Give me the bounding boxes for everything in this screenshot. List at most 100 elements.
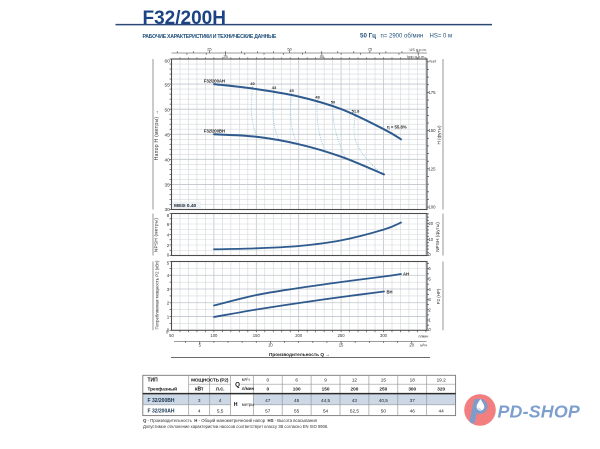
- svg-text:0: 0: [167, 253, 170, 258]
- svg-text:150: 150: [428, 128, 436, 133]
- svg-text:50: 50: [164, 107, 170, 113]
- svg-text:1: 1: [428, 318, 431, 323]
- svg-text:40: 40: [250, 81, 255, 86]
- svg-text:5: 5: [428, 277, 431, 282]
- svg-text:46: 46: [410, 409, 416, 414]
- svg-text:РАБОЧИЕ ХАРАКТЕРИСТИКИ И ТЕХНИ: РАБОЧИЕ ХАРАКТЕРИСТИКИ И ТЕХНИЧЕСКИЕ ДАН…: [143, 34, 277, 40]
- svg-text:40,5: 40,5: [379, 398, 389, 403]
- svg-text:0: 0: [428, 327, 431, 332]
- svg-text:200: 200: [295, 333, 303, 338]
- svg-text:47: 47: [265, 398, 271, 403]
- svg-text:0: 0: [266, 386, 269, 391]
- svg-text:Допустимое отклонение характер: Допустимое отклонение характеристик насо…: [143, 424, 328, 429]
- svg-text:320: 320: [437, 386, 445, 391]
- svg-text:54: 54: [323, 409, 329, 414]
- svg-text:Трехфазный: Трехфазный: [148, 385, 178, 391]
- svg-text:50: 50: [381, 409, 387, 414]
- svg-text:25: 25: [207, 46, 212, 51]
- svg-text:60: 60: [164, 59, 170, 65]
- svg-text:л.с.: л.с.: [216, 386, 225, 392]
- svg-text:45: 45: [164, 133, 170, 139]
- svg-text:75: 75: [368, 46, 373, 51]
- svg-text:19.2: 19.2: [437, 378, 447, 383]
- svg-text:5,5: 5,5: [217, 409, 224, 414]
- svg-text:NPSH (футы): NPSH (футы): [435, 222, 441, 252]
- svg-text:15: 15: [339, 342, 344, 347]
- svg-text:250: 250: [338, 333, 346, 338]
- svg-text:250: 250: [379, 386, 387, 391]
- svg-text:0: 0: [166, 329, 169, 334]
- svg-text:45: 45: [294, 398, 300, 403]
- svg-text:5: 5: [199, 342, 202, 347]
- svg-text:10: 10: [268, 342, 273, 347]
- svg-text:50: 50: [331, 99, 336, 104]
- svg-text:8: 8: [167, 213, 170, 218]
- svg-text:F32/200H: F32/200H: [143, 8, 226, 29]
- svg-text:МОЩНОСТЬ (P2): МОЩНОСТЬ (P2): [191, 378, 229, 383]
- svg-text:MEI≥ 0.40: MEI≥ 0.40: [174, 203, 197, 209]
- svg-text:55: 55: [164, 82, 170, 88]
- svg-text:Потребляемая мощность P2 (кВт): Потребляемая мощность P2 (кВт): [155, 260, 160, 330]
- svg-text:9: 9: [324, 378, 327, 383]
- svg-text:3: 3: [428, 297, 431, 302]
- svg-text:100: 100: [428, 205, 436, 210]
- svg-text:4: 4: [167, 232, 170, 237]
- svg-text:η = 55.8%: η = 55.8%: [387, 124, 407, 129]
- svg-text:F32/200AH: F32/200AH: [204, 79, 225, 84]
- svg-text:AH: AH: [403, 272, 409, 277]
- svg-text:P2 (HP): P2 (HP): [436, 288, 441, 304]
- svg-text:5: 5: [167, 261, 170, 266]
- svg-text:Q: Q: [235, 382, 240, 389]
- svg-text:35: 35: [164, 183, 170, 189]
- svg-text:BH: BH: [387, 289, 393, 294]
- svg-text:12: 12: [352, 378, 358, 383]
- svg-text:3: 3: [167, 287, 170, 292]
- svg-text:15: 15: [381, 378, 387, 383]
- svg-text:HS= 0 м: HS= 0 м: [430, 34, 453, 40]
- svg-text:44,5: 44,5: [321, 398, 331, 403]
- svg-text:1: 1: [167, 314, 170, 319]
- svg-text:метры: метры: [242, 402, 254, 407]
- svg-text:50 Гц: 50 Гц: [360, 33, 376, 40]
- svg-text:25: 25: [223, 54, 228, 59]
- svg-text:л/мин: л/мин: [242, 386, 255, 391]
- svg-text:2: 2: [167, 301, 170, 306]
- svg-text:ТИП: ТИП: [148, 378, 159, 384]
- svg-text:50: 50: [169, 333, 174, 338]
- svg-text:US g.p.m.: US g.p.m.: [409, 47, 426, 52]
- svg-text:H (футы): H (футы): [436, 125, 441, 145]
- svg-text:40: 40: [164, 158, 170, 164]
- svg-text:2: 2: [428, 307, 431, 312]
- svg-text:6: 6: [428, 266, 431, 271]
- svg-text:n= 2900 об/мин: n= 2900 об/мин: [381, 34, 424, 40]
- svg-text:150: 150: [322, 386, 330, 391]
- svg-text:100: 100: [210, 333, 218, 338]
- svg-text:Производительность Q →: Производительность Q →: [269, 352, 330, 357]
- svg-text:18: 18: [410, 378, 416, 383]
- svg-text:43: 43: [352, 398, 358, 403]
- svg-text:48: 48: [315, 95, 320, 100]
- svg-text:52,5: 52,5: [350, 409, 360, 414]
- svg-text:100: 100: [293, 386, 301, 391]
- svg-text:10: 10: [428, 237, 433, 242]
- svg-text:175: 175: [428, 90, 436, 95]
- svg-text:м³/ч: м³/ч: [420, 343, 427, 347]
- svg-text:PD-SHOP: PD-SHOP: [498, 401, 580, 421]
- svg-text:feet: feet: [429, 59, 437, 64]
- svg-text:44: 44: [439, 409, 445, 414]
- svg-text:F32/200BH: F32/200BH: [204, 128, 225, 133]
- svg-text:NPSH (метры): NPSH (метры): [154, 218, 160, 253]
- svg-text:20: 20: [409, 342, 414, 347]
- svg-text:F 32/200AH: F 32/200AH: [148, 409, 175, 415]
- svg-text:2: 2: [167, 243, 170, 248]
- svg-text:0: 0: [428, 252, 431, 257]
- svg-text:51.8: 51.8: [352, 108, 361, 113]
- svg-text:150: 150: [253, 333, 261, 338]
- svg-text:0: 0: [266, 378, 269, 383]
- svg-text:Напор H (метры) →: Напор H (метры) →: [154, 110, 160, 161]
- svg-text:6: 6: [295, 378, 298, 383]
- svg-text:43: 43: [272, 85, 277, 90]
- svg-text:57: 57: [265, 409, 271, 414]
- svg-text:125: 125: [428, 166, 436, 171]
- svg-text:4: 4: [219, 398, 222, 403]
